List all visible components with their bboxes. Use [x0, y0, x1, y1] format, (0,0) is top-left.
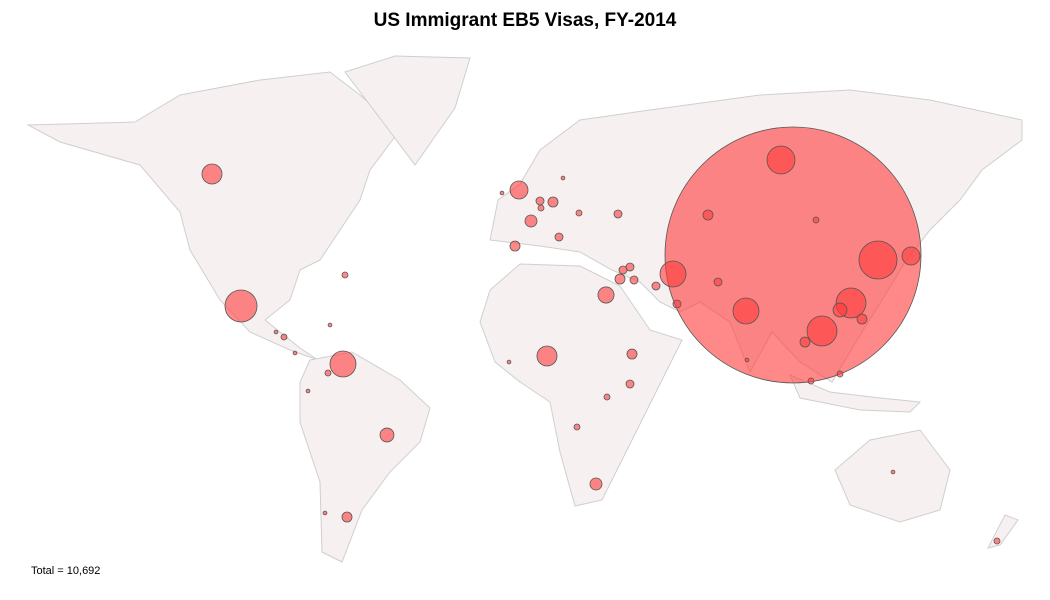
bubble — [702, 209, 714, 221]
bubble — [273, 329, 279, 335]
bubble — [575, 209, 583, 217]
bubble — [993, 537, 1001, 545]
bubble — [744, 357, 750, 363]
bubble — [560, 175, 566, 181]
bubble — [603, 393, 611, 401]
bubble — [322, 510, 328, 516]
bubble — [379, 427, 395, 443]
bubble — [305, 388, 311, 394]
bubble — [890, 469, 896, 475]
bubble — [626, 348, 638, 360]
south-america — [299, 351, 431, 563]
bubble — [836, 370, 844, 378]
bubble — [573, 423, 581, 431]
bubble — [509, 240, 521, 252]
bubble — [713, 277, 723, 287]
bubble — [799, 336, 811, 348]
bubble — [554, 232, 564, 242]
new-zealand — [987, 514, 1019, 549]
bubble — [812, 216, 820, 224]
greenland — [344, 55, 471, 166]
africa — [479, 263, 683, 507]
bubble — [201, 163, 223, 185]
bubble — [659, 260, 687, 288]
bubble — [506, 359, 512, 365]
bubble — [589, 477, 603, 491]
bubble — [672, 299, 682, 309]
bubble — [537, 204, 545, 212]
bubble — [292, 350, 298, 356]
bubble — [614, 273, 626, 285]
bubble — [625, 379, 635, 389]
indonesia — [789, 374, 922, 413]
bubble — [341, 511, 353, 523]
bubble — [499, 190, 505, 196]
bubble — [535, 196, 545, 206]
bubble — [832, 302, 848, 318]
bubble — [536, 345, 558, 367]
map-title: US Immigrant EB5 Visas, FY-2014 — [374, 10, 677, 31]
bubble — [806, 315, 838, 347]
bubble — [327, 322, 333, 328]
australia — [834, 429, 951, 523]
bubble — [618, 265, 628, 275]
bubble — [613, 209, 623, 219]
bubble — [224, 289, 258, 323]
north-america — [26, 71, 401, 361]
bubble — [329, 350, 357, 378]
bubble — [629, 275, 639, 285]
bubble — [547, 196, 559, 208]
bubble — [856, 313, 868, 325]
bubble — [524, 214, 538, 228]
bubble — [651, 281, 661, 291]
bubble — [341, 271, 349, 279]
bubble — [858, 240, 898, 280]
bubble — [766, 145, 796, 175]
bubble — [597, 286, 615, 304]
bubble — [807, 377, 815, 385]
bubble — [732, 297, 760, 325]
footnote: Total = 10,692 — [31, 565, 100, 577]
bubble — [901, 246, 921, 266]
bubble — [280, 333, 288, 341]
bubble — [324, 369, 332, 377]
bubble — [509, 180, 529, 200]
